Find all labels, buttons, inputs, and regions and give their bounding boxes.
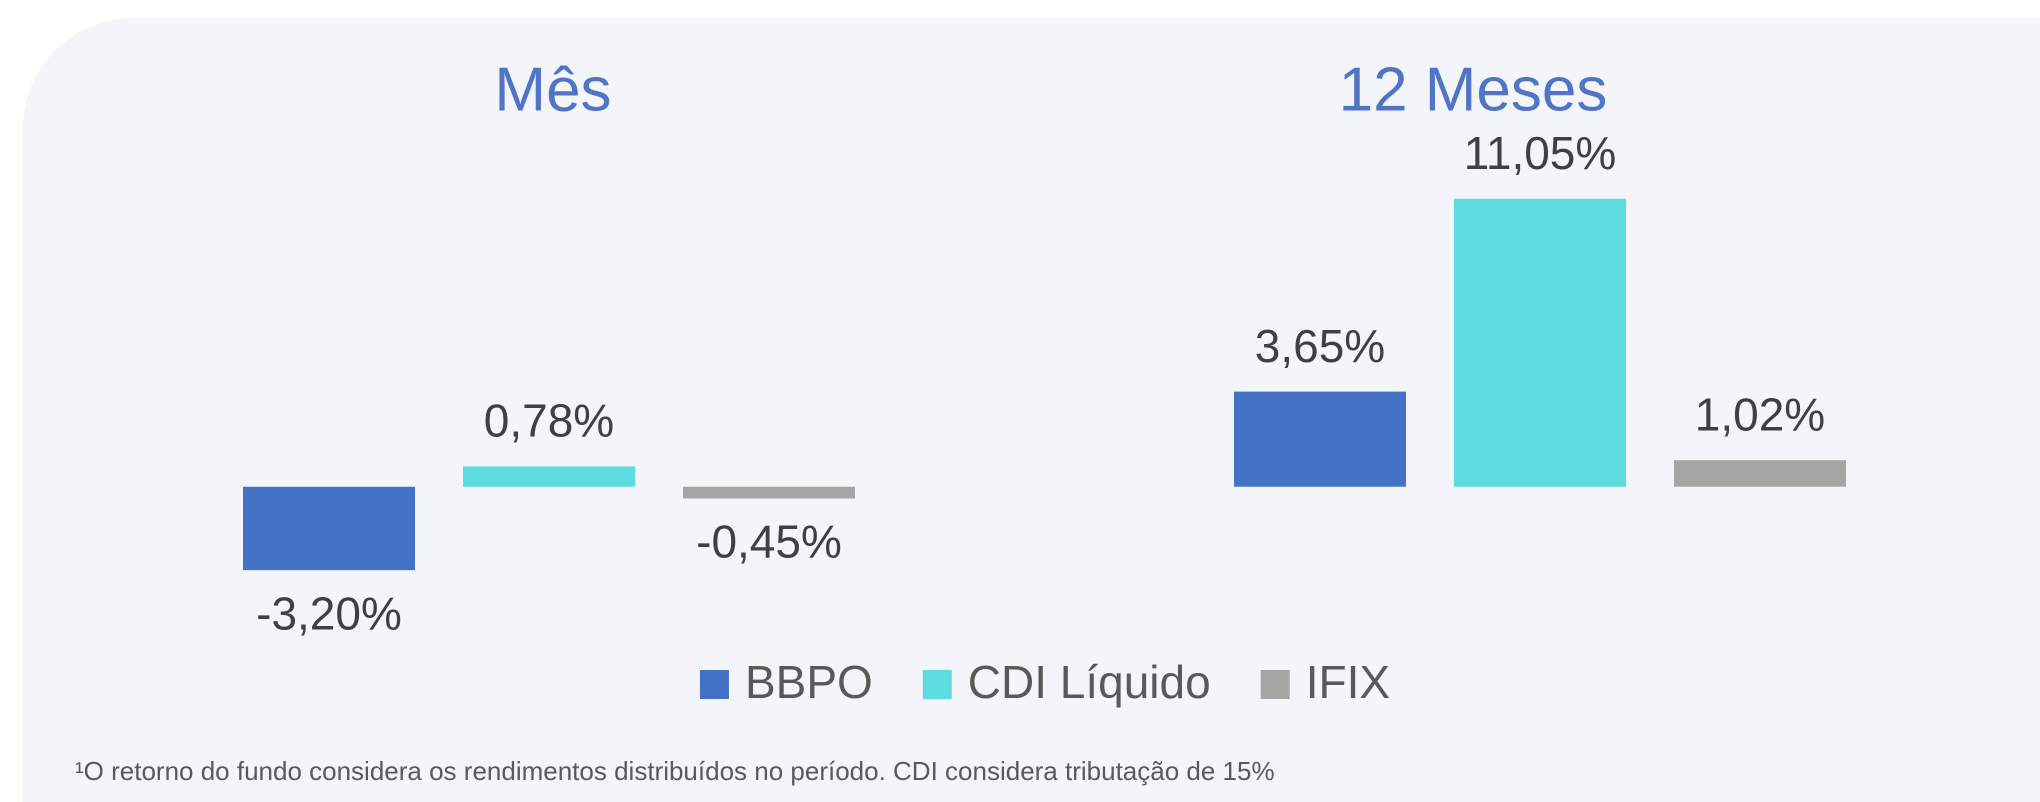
bar	[1674, 460, 1846, 487]
legend-swatch	[699, 670, 729, 699]
data-label: 1,02%	[1695, 388, 1825, 440]
bar	[683, 486, 855, 499]
data-label: -3,20%	[256, 587, 402, 639]
bar	[1454, 198, 1626, 487]
legend-label: BBPO	[745, 656, 873, 708]
bar	[463, 466, 635, 487]
group-title: 12 Meses	[1339, 55, 1608, 124]
footnote: ¹O retorno do fundo considera os rendime…	[75, 756, 1275, 786]
bar	[1234, 391, 1406, 487]
data-label: 0,78%	[484, 395, 614, 447]
legend-label: IFIX	[1306, 656, 1390, 708]
legend-swatch	[922, 670, 952, 699]
legend-label: CDI Líquido	[968, 656, 1211, 708]
bar	[243, 486, 415, 571]
legend-swatch	[1260, 670, 1290, 699]
data-label: 11,05%	[1464, 127, 1617, 179]
data-label: -0,45%	[696, 516, 842, 568]
data-label: 3,65%	[1255, 320, 1385, 372]
group-title: Mês	[494, 55, 611, 124]
